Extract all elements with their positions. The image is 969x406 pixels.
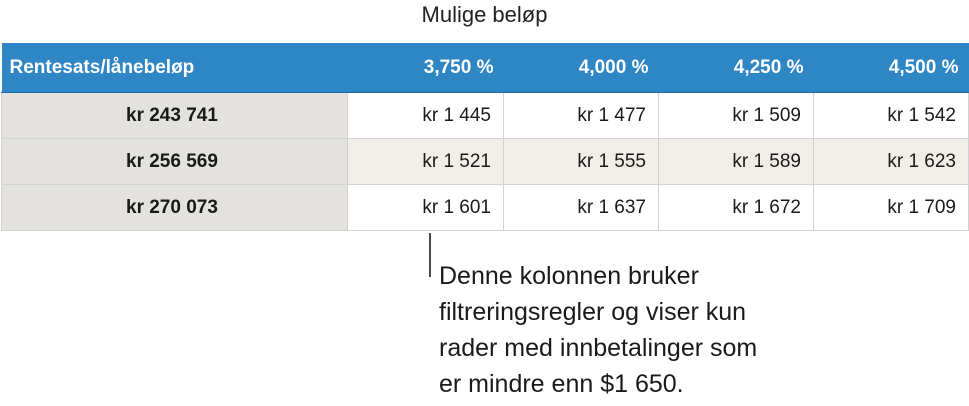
table-row: kr 270 073 kr 1 601 kr 1 637 kr 1 672 kr… — [1, 184, 969, 231]
payment-cell[interactable]: kr 1 445 — [347, 92, 504, 139]
payment-cell[interactable]: kr 1 601 — [347, 184, 504, 231]
callout-text: Denne kolonnen bruker filtreringsregler … — [439, 262, 758, 398]
payment-cell[interactable]: kr 1 555 — [503, 138, 659, 185]
payment-cell[interactable]: kr 1 672 — [658, 184, 814, 231]
loan-amount-cell[interactable]: kr 256 569 — [1, 138, 348, 185]
payment-cell[interactable]: kr 1 637 — [503, 184, 659, 231]
header-rate-cell[interactable]: 4,000 % — [503, 43, 659, 93]
payment-cell[interactable]: kr 1 589 — [658, 138, 814, 185]
loan-amount-cell[interactable]: kr 243 741 — [1, 92, 348, 139]
payment-cell[interactable]: kr 1 709 — [813, 184, 969, 231]
payment-cell[interactable]: kr 1 521 — [347, 138, 504, 185]
payment-cell[interactable]: kr 1 623 — [813, 138, 969, 185]
payment-cell[interactable]: kr 1 477 — [503, 92, 659, 139]
header-row: Rentesats/lånebeløp 3,750 % 4,000 % 4,25… — [1, 43, 969, 93]
header-rate-cell[interactable]: 3,750 % — [347, 43, 504, 93]
callout-leader-line — [429, 233, 431, 277]
header-corner-cell[interactable]: Rentesats/lånebeløp — [1, 43, 348, 93]
payment-cell[interactable]: kr 1 542 — [813, 92, 969, 139]
header-rate-cell[interactable]: 4,500 % — [813, 43, 969, 93]
table-row: kr 243 741 kr 1 445 kr 1 477 kr 1 509 kr… — [1, 92, 969, 139]
payment-cell[interactable]: kr 1 509 — [658, 92, 814, 139]
loan-payment-table: Rentesats/lånebeløp 3,750 % 4,000 % 4,25… — [1, 43, 969, 231]
table-title: Mulige beløp — [421, 2, 548, 27]
table-row: kr 256 569 kr 1 521 kr 1 555 kr 1 589 kr… — [1, 138, 969, 185]
loan-amount-cell[interactable]: kr 270 073 — [1, 184, 348, 231]
header-rate-cell[interactable]: 4,250 % — [658, 43, 814, 93]
